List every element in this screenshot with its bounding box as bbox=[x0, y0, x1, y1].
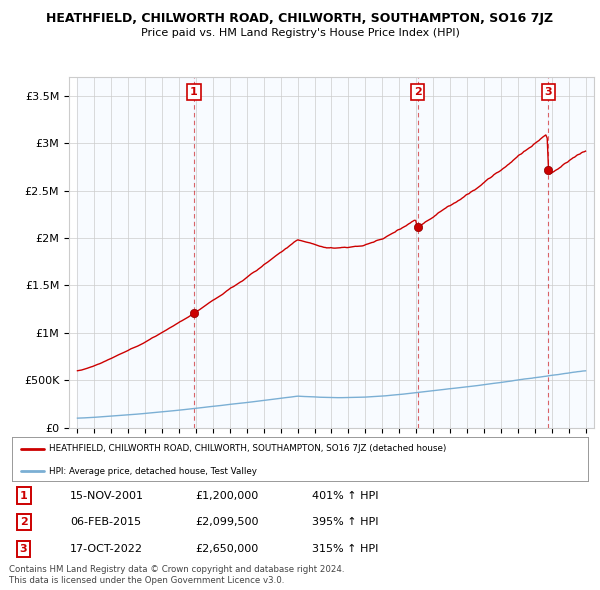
Text: 315% ↑ HPI: 315% ↑ HPI bbox=[311, 544, 378, 554]
Text: 1: 1 bbox=[190, 87, 198, 97]
Text: 15-NOV-2001: 15-NOV-2001 bbox=[70, 490, 144, 500]
Text: 1: 1 bbox=[20, 490, 28, 500]
Text: £2,099,500: £2,099,500 bbox=[195, 517, 259, 527]
Text: 401% ↑ HPI: 401% ↑ HPI bbox=[311, 490, 378, 500]
Text: 3: 3 bbox=[544, 87, 552, 97]
Text: 2: 2 bbox=[414, 87, 422, 97]
Text: 17-OCT-2022: 17-OCT-2022 bbox=[70, 544, 143, 554]
Text: HEATHFIELD, CHILWORTH ROAD, CHILWORTH, SOUTHAMPTON, SO16 7JZ (detached house): HEATHFIELD, CHILWORTH ROAD, CHILWORTH, S… bbox=[49, 444, 447, 454]
Bar bbox=[194, 77, 418, 428]
Text: 06-FEB-2015: 06-FEB-2015 bbox=[70, 517, 141, 527]
Text: HPI: Average price, detached house, Test Valley: HPI: Average price, detached house, Test… bbox=[49, 467, 257, 476]
Text: £2,650,000: £2,650,000 bbox=[195, 544, 259, 554]
Text: Contains HM Land Registry data © Crown copyright and database right 2024.
This d: Contains HM Land Registry data © Crown c… bbox=[9, 565, 344, 585]
Text: 395% ↑ HPI: 395% ↑ HPI bbox=[311, 517, 378, 527]
Bar bbox=[548, 77, 594, 428]
Text: Price paid vs. HM Land Registry's House Price Index (HPI): Price paid vs. HM Land Registry's House … bbox=[140, 28, 460, 38]
Text: £1,200,000: £1,200,000 bbox=[195, 490, 259, 500]
Text: 2: 2 bbox=[20, 517, 28, 527]
Bar bbox=[77, 77, 194, 428]
Text: HEATHFIELD, CHILWORTH ROAD, CHILWORTH, SOUTHAMPTON, SO16 7JZ: HEATHFIELD, CHILWORTH ROAD, CHILWORTH, S… bbox=[46, 12, 554, 25]
Text: 3: 3 bbox=[20, 544, 28, 554]
Bar bbox=[418, 77, 548, 428]
